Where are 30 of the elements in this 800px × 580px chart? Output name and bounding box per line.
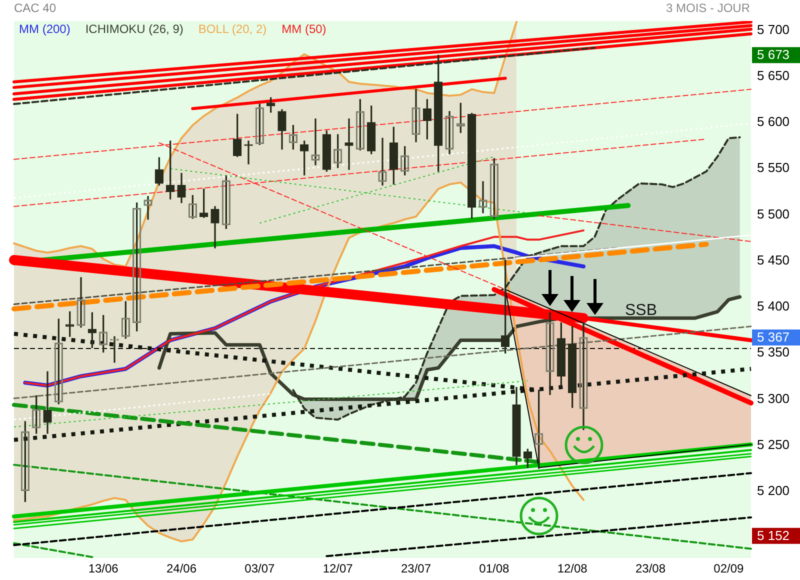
x-tick-label: 03/07 [244,562,276,576]
x-tick-label: 12/07 [322,562,354,576]
y-tick-label: 5 550 [757,160,790,176]
text: MM (50) [282,22,326,36]
y-tick-label: 5 200 [757,483,790,498]
chart-subtitle: 3 MOIS - JOUR [666,1,750,15]
y-tick-label: 5 152 [757,528,790,543]
y-tick-label: 5 600 [757,114,790,130]
y-tick-label: 5 250 [757,437,790,452]
x-tick-label: 13/06 [88,562,119,576]
x-tick-label: 12/08 [557,562,588,576]
y-tick-label: 5 700 [757,22,790,37]
y-tick-label: 5 350 [757,344,790,360]
y-tick-label: 5 500 [757,206,790,222]
text: MM (200) [19,22,70,36]
y-tick-label: 5 673 [757,47,790,62]
y-tick-label: 5 367 [757,330,790,345]
annotation: SSB [625,302,658,320]
y-tick-label: 5 300 [757,390,790,406]
y-tick-label: 5 650 [757,68,790,83]
y-tick-label: 5 450 [757,252,790,268]
x-tick-label: 23/07 [400,562,432,576]
x-tick-label: 01/08 [479,562,510,576]
x-tick-label: 23/08 [635,562,666,576]
x-tick-label: 24/06 [166,562,197,576]
text: ICHIMOKU (26, 9) [85,22,184,36]
y-tick-label: 5 400 [757,298,790,314]
chart-title: CAC 40 [14,1,56,15]
text: BOLL (20, 2) [198,22,267,36]
x-tick-label: 02/09 [714,562,744,576]
